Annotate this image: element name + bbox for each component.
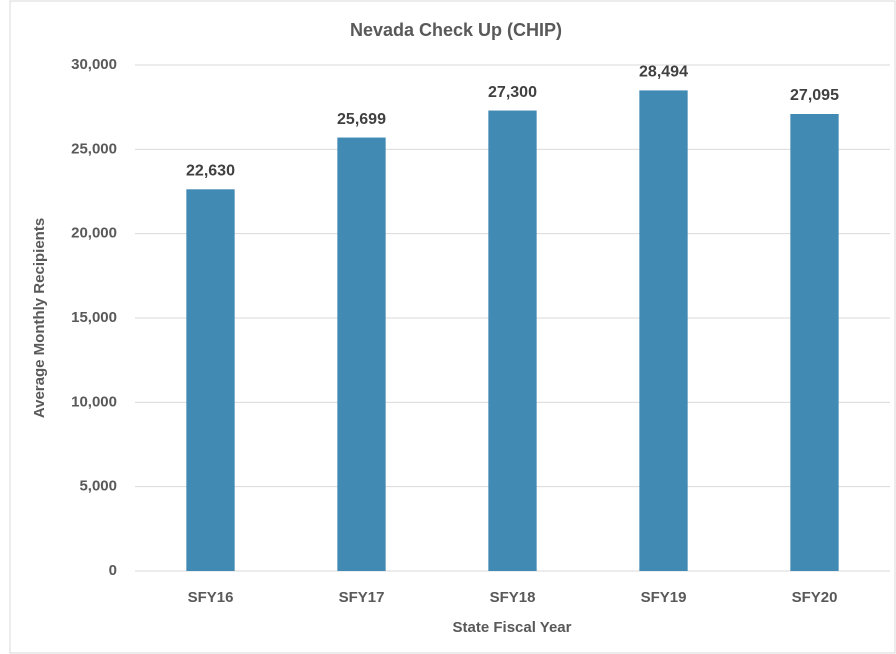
y-tick-label: 20,000 <box>71 225 117 242</box>
x-tick-label: SFY16 <box>188 589 234 606</box>
y-tick-label: 15,000 <box>71 309 117 326</box>
chart-title: Nevada Check Up (CHIP) <box>350 20 562 40</box>
y-axis-label: Average Monthly Recipients <box>31 218 48 418</box>
bar <box>488 110 537 571</box>
bar <box>639 90 688 572</box>
y-tick-label: 0 <box>109 562 117 579</box>
y-tick-label: 5,000 <box>79 478 117 495</box>
data-label: 27,300 <box>488 84 537 101</box>
data-label: 25,699 <box>337 111 386 128</box>
y-tick-label: 10,000 <box>71 393 117 410</box>
bar <box>337 137 386 572</box>
data-label: 22,630 <box>186 163 235 180</box>
x-tick-label: SFY17 <box>339 589 385 606</box>
y-tick-label: 25,000 <box>71 140 117 157</box>
data-label: 28,494 <box>639 64 688 81</box>
bar <box>186 189 235 572</box>
x-tick-label: SFY18 <box>490 589 536 606</box>
x-tick-label: SFY19 <box>641 589 687 606</box>
bar <box>790 113 839 571</box>
chart-border <box>9 0 896 654</box>
data-label: 27,095 <box>790 87 839 104</box>
x-tick-label: SFY20 <box>792 589 838 606</box>
x-axis-label: State Fiscal Year <box>453 619 572 636</box>
y-tick-label: 30,000 <box>71 56 117 73</box>
